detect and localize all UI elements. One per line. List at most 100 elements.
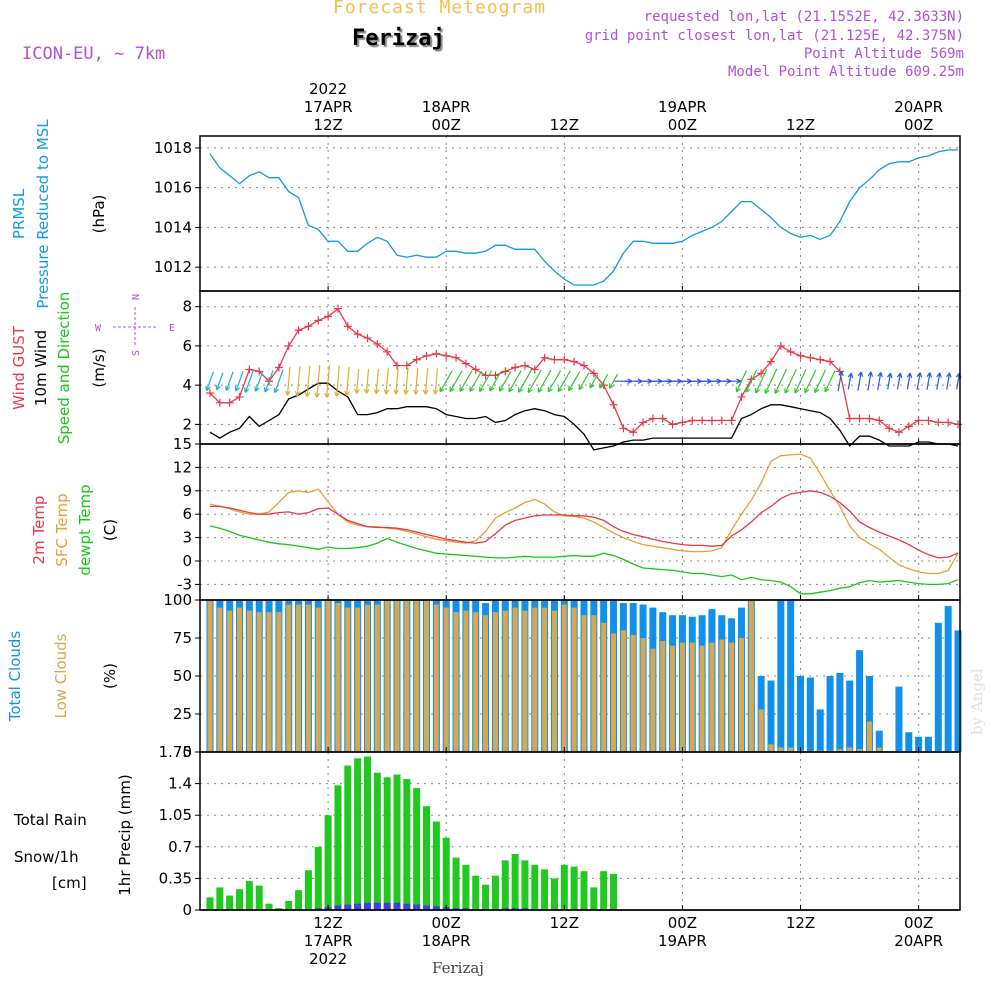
low-clouds-bar bbox=[611, 633, 617, 752]
wind-direction-arrow bbox=[847, 372, 854, 390]
wind-direction-arrow bbox=[774, 368, 788, 394]
top-time-label: 12Z bbox=[313, 116, 342, 134]
total-rain-bar bbox=[452, 857, 460, 910]
snow-bar bbox=[363, 902, 371, 910]
legend-snow-unit: [cm] bbox=[52, 874, 87, 892]
wind-direction-arrow bbox=[887, 372, 893, 390]
wind-direction-arrow bbox=[459, 370, 473, 392]
wind-gust-marker bbox=[678, 418, 687, 427]
low-clouds-bar bbox=[866, 721, 872, 752]
wind-direction-arrow bbox=[225, 371, 234, 392]
wind-direction-arrow bbox=[489, 371, 502, 392]
temperature-ytick-label: 0 bbox=[182, 552, 192, 570]
wind-gust-marker bbox=[432, 349, 441, 358]
snow-bar bbox=[403, 903, 411, 910]
wind-gust-marker bbox=[511, 363, 520, 372]
low-clouds-bar bbox=[492, 612, 498, 752]
sfc-temp-series-line bbox=[209, 453, 959, 575]
city-title: Ferizaj bbox=[352, 26, 445, 51]
wind-direction-arrow bbox=[479, 370, 493, 393]
wind-gust-marker bbox=[363, 334, 372, 343]
snow-bar bbox=[511, 908, 519, 910]
temperature-ytick-label: 6 bbox=[182, 505, 192, 523]
low-clouds-bar bbox=[483, 615, 489, 752]
bottom-time-label: 2022 bbox=[309, 950, 347, 968]
compass-e-label: E bbox=[169, 323, 175, 334]
wind-gust-marker bbox=[639, 418, 648, 427]
total-clouds-bar bbox=[836, 672, 844, 752]
gridpoint-coords: grid point closest lon,lat (21.125E, 42.… bbox=[584, 28, 964, 44]
temperature-ytick-label: 12 bbox=[173, 458, 192, 476]
total-rain-bar bbox=[265, 903, 273, 910]
wind-gust-marker bbox=[816, 355, 825, 364]
wind-gust-marker bbox=[944, 418, 953, 427]
wind-direction-arrow bbox=[722, 378, 742, 385]
low-clouds-bar bbox=[364, 604, 370, 752]
wind-label-direction: Speed and Direction bbox=[55, 292, 73, 445]
wind-gust-marker bbox=[373, 339, 382, 348]
total-clouds-bar bbox=[924, 736, 932, 752]
total-rain-bar bbox=[236, 889, 244, 910]
precip-ytick-label: 1.05 bbox=[159, 806, 192, 824]
total-rain-bar bbox=[501, 860, 509, 910]
low-clouds-bar bbox=[473, 612, 479, 752]
low-clouds-bar bbox=[237, 607, 243, 752]
total-rain-bar bbox=[580, 871, 588, 910]
wind-gust-marker bbox=[717, 416, 726, 425]
wind-direction-arrow bbox=[547, 370, 562, 393]
wind-gust-marker bbox=[402, 361, 411, 370]
wind-gust-marker bbox=[845, 414, 854, 423]
precip-ytick-label: 0.7 bbox=[168, 838, 192, 856]
wind-direction-arrow bbox=[557, 370, 571, 393]
clouds-ytick-label: 25 bbox=[173, 705, 192, 723]
wind-gust-marker bbox=[954, 420, 962, 429]
wind-direction-arrow bbox=[527, 369, 542, 394]
low-clouds-bar bbox=[325, 600, 331, 752]
low-clouds-bar bbox=[709, 642, 715, 752]
low-clouds-bar bbox=[256, 612, 262, 752]
snow-bar bbox=[354, 903, 362, 910]
total-rain-bar bbox=[216, 887, 224, 910]
wind-direction-arrow bbox=[215, 372, 224, 391]
wind-direction-arrow bbox=[432, 368, 439, 395]
wind-gust-marker bbox=[274, 363, 283, 372]
pressure-ytick-label: 1012 bbox=[154, 258, 192, 276]
wind-gust-marker bbox=[786, 347, 795, 356]
wind-gust-marker bbox=[343, 322, 352, 331]
wind-direction-arrow bbox=[764, 368, 778, 394]
low-clouds-bar bbox=[768, 744, 774, 752]
clouds-ytick-label: 100 bbox=[163, 591, 192, 609]
total-rain-bar bbox=[472, 875, 480, 910]
wind-gust-marker bbox=[471, 365, 480, 374]
total-rain-bar bbox=[275, 908, 283, 910]
wind-direction-arrow bbox=[373, 368, 380, 395]
wind-gust-marker bbox=[875, 416, 884, 425]
wind-label-unit: (m/s) bbox=[90, 348, 108, 387]
temperature-ytick-label: 9 bbox=[182, 482, 192, 500]
footer-label: Ferizaj bbox=[432, 959, 484, 977]
bottom-time-label: 17APR bbox=[304, 932, 353, 950]
wind-direction-arrow bbox=[814, 369, 827, 394]
pressure-series-line bbox=[209, 149, 958, 286]
low-clouds-bar bbox=[719, 639, 725, 752]
total-clouds-bar bbox=[777, 600, 785, 752]
low-clouds-bar bbox=[689, 642, 695, 752]
wind-direction-arrow bbox=[926, 372, 933, 390]
total-rain-bar bbox=[324, 815, 332, 910]
model-label: ICON-EU, ~ 7km bbox=[22, 44, 166, 64]
low-clouds-bar bbox=[788, 747, 794, 752]
wind-gust-marker bbox=[383, 347, 392, 356]
total-clouds-bar bbox=[816, 709, 824, 752]
precip-ytick-label: 1.4 bbox=[168, 775, 192, 793]
compass-w-label: W bbox=[95, 323, 102, 334]
wind-gust-marker bbox=[225, 398, 234, 407]
total-clouds-bar bbox=[905, 732, 913, 752]
wind-gust-marker bbox=[855, 414, 864, 423]
wind-direction-arrow bbox=[354, 368, 360, 394]
wind-ytick-label: 6 bbox=[182, 337, 192, 355]
wind-direction-arrow bbox=[837, 370, 844, 392]
top-time-label: 19APR bbox=[658, 98, 707, 116]
snow-bar bbox=[413, 904, 421, 910]
wind-gust-marker bbox=[304, 322, 313, 331]
temp-label-2m: 2m Temp bbox=[30, 496, 48, 565]
